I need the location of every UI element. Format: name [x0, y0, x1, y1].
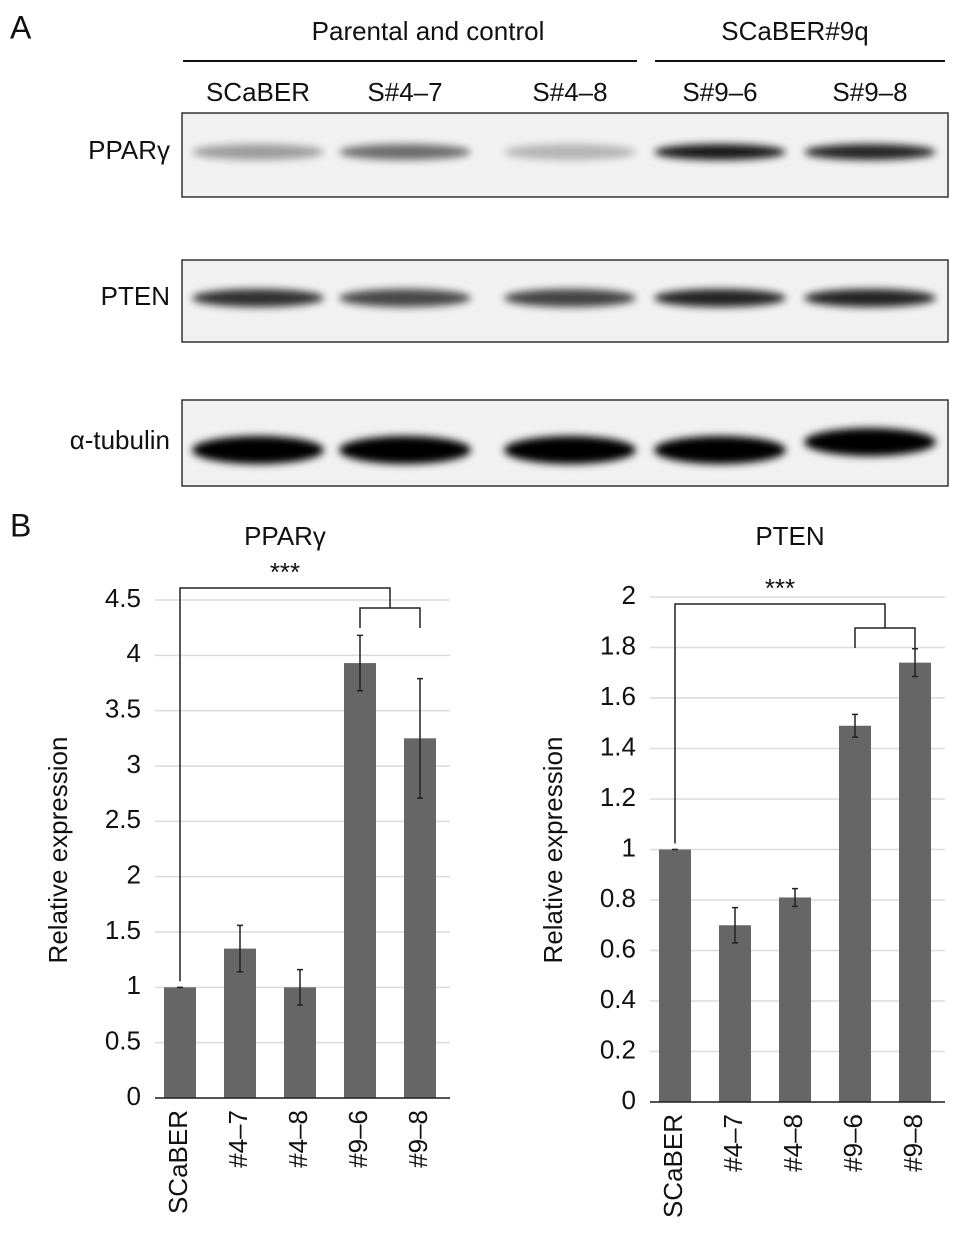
significance-label: *** [270, 557, 300, 587]
band [804, 289, 936, 307]
row-label: α-tubulin [70, 425, 170, 455]
lane-label: S#4–8 [532, 77, 607, 107]
band [654, 144, 786, 160]
bar [719, 925, 751, 1102]
x-tick-label: #9–8 [898, 1114, 928, 1172]
band [339, 144, 471, 160]
lane-label: S#9–6 [682, 77, 757, 107]
band [192, 436, 324, 464]
row-label: PPARγ [88, 135, 170, 165]
y-tick-label: 0 [622, 1085, 636, 1115]
error-bar [417, 677, 423, 799]
bar [839, 725, 871, 1102]
bar [899, 662, 931, 1102]
x-tick-label: #9–8 [403, 1110, 433, 1168]
panel-label: B [10, 507, 31, 543]
x-tick-label: #9–6 [838, 1114, 868, 1172]
y-tick-label: 1.8 [600, 630, 636, 660]
band [804, 144, 936, 160]
bar [224, 948, 256, 1098]
significance-bracket [674, 603, 916, 844]
chart-title: PTEN [755, 521, 824, 551]
chart-title: PPARγ [244, 521, 326, 551]
y-tick-label: 4.5 [105, 583, 141, 613]
x-tick-label: #4–8 [778, 1114, 808, 1172]
y-tick-label: 3 [127, 749, 141, 779]
lane-label: SCaBER [206, 77, 310, 107]
panel-label: A [10, 9, 32, 45]
band [192, 289, 324, 307]
band [192, 144, 324, 160]
y-tick-label: 3.5 [105, 694, 141, 724]
y-tick-label: 4 [127, 638, 141, 668]
significance-label: *** [765, 573, 795, 603]
group-label: Parental and control [312, 16, 545, 46]
y-tick-label: 2 [127, 860, 141, 890]
band [339, 289, 471, 307]
row-label: PTEN [101, 281, 170, 311]
error-bar [792, 887, 798, 908]
y-axis-label: Relative expression [538, 737, 568, 964]
x-tick-label: SCaBER [163, 1110, 193, 1214]
band [504, 144, 636, 160]
band [804, 428, 936, 456]
y-tick-label: 1.6 [600, 681, 636, 711]
error-bar [912, 648, 918, 678]
western-blot [181, 112, 949, 487]
bar [779, 897, 811, 1102]
bar [164, 987, 196, 1098]
band [654, 436, 786, 464]
y-tick-label: 0 [127, 1081, 141, 1111]
band [504, 436, 636, 464]
band [504, 289, 636, 307]
x-tick-label: SCaBER [658, 1114, 688, 1218]
y-axis-label: Relative expression [43, 737, 73, 964]
lane-label: S#9–8 [832, 77, 907, 107]
y-tick-label: 1.4 [600, 731, 636, 761]
y-tick-label: 1.2 [600, 782, 636, 812]
bar [344, 663, 376, 1098]
y-tick-label: 1.5 [105, 915, 141, 945]
error-bar [297, 968, 303, 1006]
y-tick-label: 0.8 [600, 883, 636, 913]
y-tick-label: 0.5 [105, 1026, 141, 1056]
error-bar [732, 906, 738, 944]
y-tick-label: 0.2 [600, 1034, 636, 1064]
y-tick-label: 2 [622, 580, 636, 610]
bar [659, 849, 691, 1102]
x-tick-label: #4–7 [718, 1114, 748, 1172]
y-tick-label: 2.5 [105, 804, 141, 834]
band [654, 289, 786, 307]
error-bar [237, 924, 243, 973]
band [339, 436, 471, 464]
y-tick-label: 1 [622, 832, 636, 862]
group-label: SCaBER#9q [721, 16, 868, 46]
x-tick-label: #4–8 [283, 1110, 313, 1168]
significance-bracket [179, 587, 421, 982]
x-tick-label: #9–6 [343, 1110, 373, 1168]
y-tick-label: 1 [127, 970, 141, 1000]
y-tick-label: 0.6 [600, 933, 636, 963]
error-bar [852, 713, 858, 738]
x-tick-label: #4–7 [223, 1110, 253, 1168]
lane-label: S#4–7 [367, 77, 442, 107]
error-bar [357, 634, 363, 692]
y-tick-label: 0.4 [600, 984, 636, 1014]
